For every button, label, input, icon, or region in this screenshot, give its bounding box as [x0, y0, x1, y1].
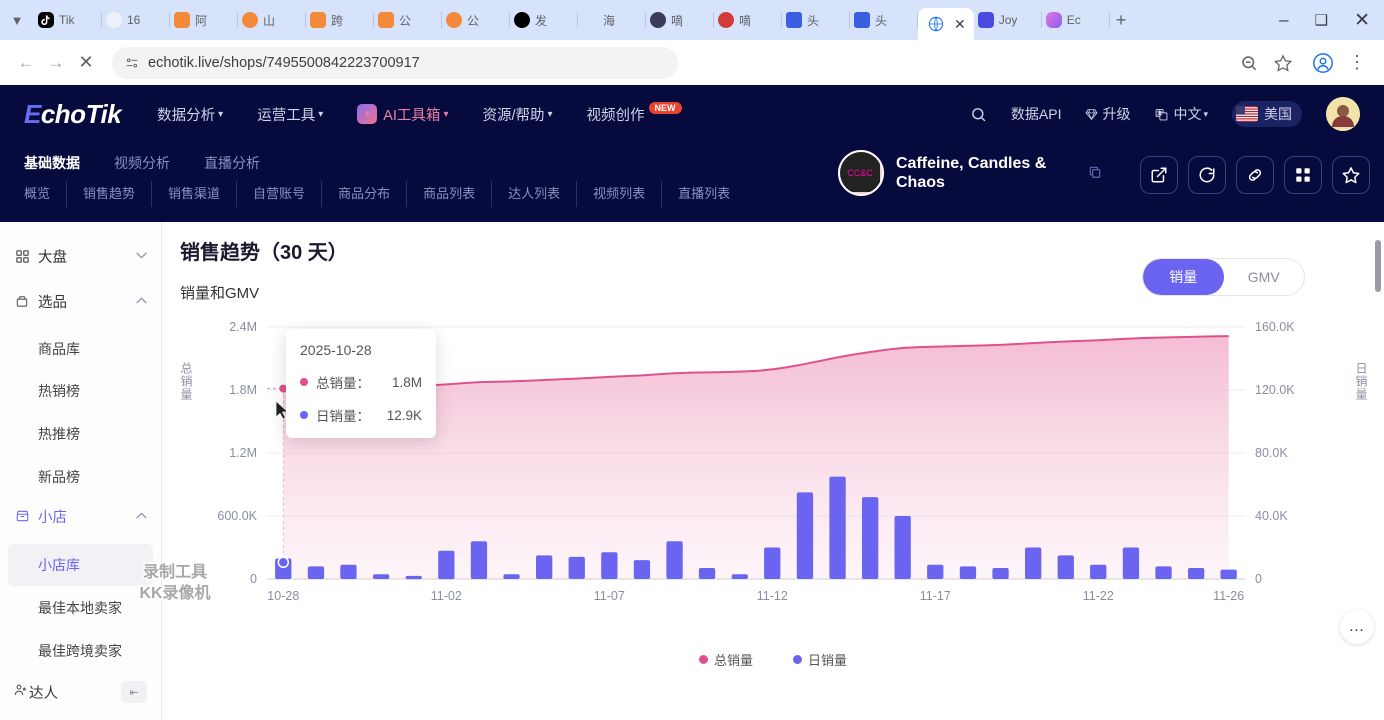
- svg-text:2.4M: 2.4M: [229, 320, 257, 334]
- svg-text:40.0K: 40.0K: [1255, 509, 1288, 523]
- svg-text:11-22: 11-22: [1083, 589, 1114, 603]
- svg-text:160.0K: 160.0K: [1255, 320, 1295, 334]
- svg-text:11-26: 11-26: [1213, 589, 1244, 603]
- svg-text:120.0K: 120.0K: [1255, 383, 1295, 397]
- svg-text:11-12: 11-12: [757, 589, 788, 603]
- svg-text:CC&C: CC&C: [847, 168, 873, 178]
- svg-text:文: 文: [1158, 110, 1162, 115]
- svg-text:600.0K: 600.0K: [217, 509, 257, 523]
- svg-text:1.2M: 1.2M: [229, 446, 257, 460]
- svg-text:0: 0: [1255, 572, 1262, 586]
- svg-text:1.8M: 1.8M: [229, 383, 257, 397]
- svg-text:10-28: 10-28: [267, 589, 299, 603]
- svg-text:11-02: 11-02: [431, 589, 462, 603]
- svg-text:11-17: 11-17: [920, 589, 951, 603]
- svg-text:80.0K: 80.0K: [1255, 446, 1288, 460]
- svg-text:11-07: 11-07: [594, 589, 625, 603]
